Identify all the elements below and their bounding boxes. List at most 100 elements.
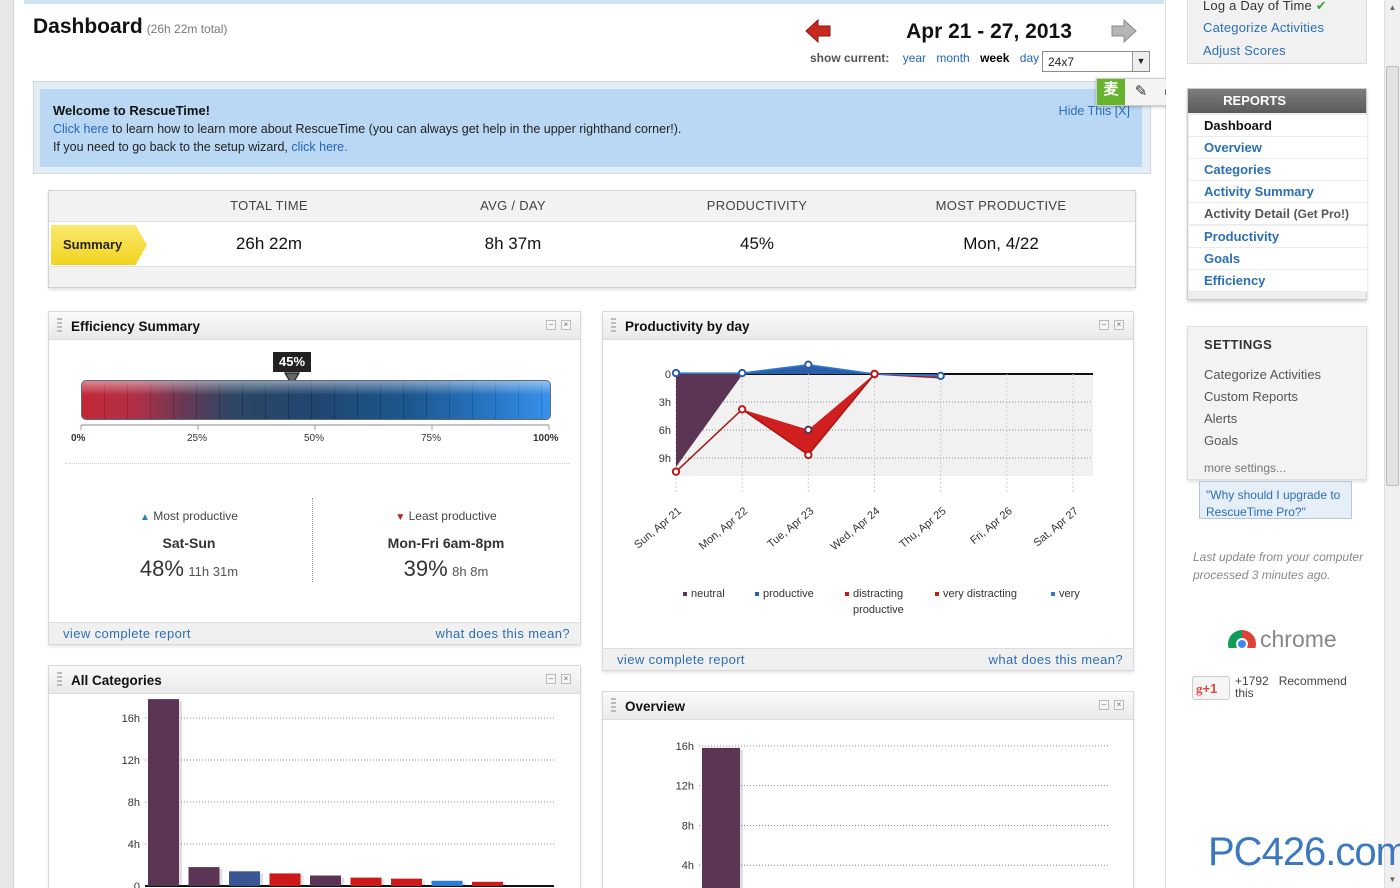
range-month-link[interactable]: month [936, 51, 970, 65]
scale-label-75: 75% [421, 433, 442, 444]
efficiency-gradient-bar [81, 380, 551, 420]
sidebar-link-adjust-scores[interactable]: Adjust Scores [1203, 43, 1286, 58]
welcome-click-here-link[interactable]: Click here [53, 122, 109, 136]
drag-handle-icon[interactable] [57, 318, 62, 333]
bar [188, 867, 220, 886]
bar [310, 875, 341, 886]
very-distracting-point [870, 369, 879, 379]
close-icon[interactable]: × [1114, 320, 1124, 330]
minimize-icon[interactable]: – [546, 320, 556, 330]
setup-wizard-link[interactable]: click here. [291, 140, 348, 154]
sidebar-item-goals[interactable]: Goals [1189, 248, 1367, 270]
x-tick-label: Wed, Apr 24 [828, 505, 882, 553]
summary-tag: Summary [51, 225, 147, 265]
x-tick-label: Thu, Apr 25 [897, 505, 948, 551]
minimize-icon[interactable]: – [1099, 700, 1109, 710]
scrollbar[interactable]: ▲ ▼ [1384, 0, 1400, 888]
very-distracting-point [671, 467, 681, 476]
what-does-this-mean-link[interactable]: what does this mean? [435, 626, 570, 641]
schedule-select[interactable]: 24x7 ▼ [1042, 51, 1150, 72]
legend-label: distracting productive [853, 588, 904, 616]
overview-panel-header: Overview – × [603, 692, 1133, 720]
range-day-link[interactable]: day [1019, 51, 1040, 65]
sidebar-link-categorize[interactable]: Categorize Activities [1203, 20, 1325, 35]
minimize-icon[interactable]: – [1099, 320, 1109, 330]
y-tick-label: 16h [122, 713, 140, 725]
close-icon[interactable]: × [561, 320, 571, 330]
next-week-arrow-icon[interactable] [1110, 18, 1138, 44]
bar-shadow [300, 875, 304, 886]
productive-point [936, 371, 945, 381]
sidebar-item-productivity[interactable]: Productivity [1189, 226, 1367, 248]
y-tick-label: 4h [682, 860, 694, 872]
scrollbar-thumb[interactable] [1386, 66, 1399, 486]
bar-shadow [179, 701, 182, 886]
legend-swatch [845, 592, 849, 596]
bar [229, 871, 260, 886]
more-settings-link[interactable]: more settings... [1204, 461, 1287, 475]
settings-alerts[interactable]: Alerts [1204, 411, 1238, 426]
edit-icon[interactable]: ✎ [1134, 83, 1148, 100]
google-plus-button[interactable]: g+1 [1192, 676, 1230, 700]
range-year-link[interactable]: year [902, 51, 927, 65]
sidebar-item-activity-summary[interactable]: Activity Summary [1189, 181, 1367, 203]
sidebar-item-overview[interactable]: Overview [1189, 137, 1367, 159]
least-productive-time: 8h 8m [452, 564, 489, 579]
x-tick-label: Tue, Apr 23 [765, 505, 816, 550]
translate-button[interactable]: 麦 [1097, 79, 1125, 105]
view-complete-report-link[interactable]: view complete report [63, 626, 191, 641]
sidebar-item-dashboard[interactable]: Dashboard [1189, 115, 1367, 137]
legend-swatch [683, 592, 687, 596]
settings-title: SETTINGS [1204, 337, 1273, 352]
bar-shadow [503, 883, 506, 886]
upgrade-link[interactable]: "Why should I upgrade to RescueTime Pro?… [1199, 481, 1352, 519]
x-tick-label: Sun, Apr 21 [632, 505, 684, 551]
y-tick-label: 12h [122, 755, 140, 767]
scale-label-25: 25% [187, 433, 208, 444]
sidebar-item-categories[interactable]: Categories [1189, 159, 1367, 181]
drag-handle-icon[interactable] [611, 318, 616, 333]
range-week-link[interactable]: week [980, 51, 1010, 65]
y-tick-label: 8h [128, 797, 140, 809]
close-icon[interactable]: × [1114, 700, 1124, 710]
bar [391, 878, 422, 886]
view-complete-report-link[interactable]: view complete report [617, 652, 745, 667]
bar [269, 873, 301, 886]
settings-categorize-activities[interactable]: Categorize Activities [1204, 367, 1322, 382]
settings-custom-reports[interactable]: Custom Reports [1204, 389, 1298, 404]
y-tick-label: 6h [659, 425, 671, 437]
sidebar-item-activity-detail[interactable]: Activity Detail (Get Pro!) [1189, 203, 1367, 225]
close-icon[interactable]: × [561, 674, 571, 684]
minimize-icon[interactable]: – [546, 674, 556, 684]
drag-handle-icon[interactable] [57, 672, 62, 687]
get-pro-note: (Get Pro!) [1293, 207, 1349, 221]
summary-col-productivity: PRODUCTIVITY [706, 198, 808, 213]
sidebar-item-efficiency[interactable]: Efficiency [1189, 270, 1367, 292]
efficiency-marker-pointer [284, 372, 300, 386]
most-productive-time: 11h 31m [188, 564, 239, 579]
scroll-up-icon[interactable]: ▲ [1388, 3, 1397, 12]
hide-welcome-link[interactable]: Hide This [X] [1058, 104, 1130, 118]
bar [702, 747, 740, 888]
drag-handle-icon[interactable] [611, 698, 616, 713]
welcome-title: Welcome to RescueTime! [53, 103, 211, 118]
most-productive-pct: 48% [139, 556, 184, 581]
y-tick-label: 8h [682, 820, 694, 832]
chevron-down-icon[interactable]: ▼ [1132, 52, 1149, 71]
scroll-down-icon[interactable]: ▼ [1388, 875, 1397, 884]
summary-avg-day-value: 8h 37m [484, 234, 542, 253]
overview-panel: Overview – × 4h 8h 12h 16h [602, 691, 1134, 888]
plot-background [676, 374, 1093, 476]
prev-week-arrow-icon[interactable] [804, 18, 832, 44]
summary-col-total-time: TOTAL TIME [230, 198, 308, 213]
page-title-text: Dashboard [33, 15, 143, 38]
chrome-badge[interactable]: chrome [1228, 628, 1358, 648]
most-productive-label: ▲ Most productive [69, 509, 309, 523]
legend-swatch [755, 592, 759, 596]
sidebar-link-log-day[interactable]: Log a Day of Time ✔ [1203, 0, 1327, 14]
settings-goals[interactable]: Goals [1204, 433, 1238, 448]
show-current-label: show current: [810, 51, 890, 65]
what-does-this-mean-link[interactable]: what does this mean? [988, 652, 1123, 667]
summary-col-avg-day: AVG / DAY [480, 198, 546, 213]
welcome-line-1: Click here to learn how to learn more ab… [53, 120, 1129, 138]
